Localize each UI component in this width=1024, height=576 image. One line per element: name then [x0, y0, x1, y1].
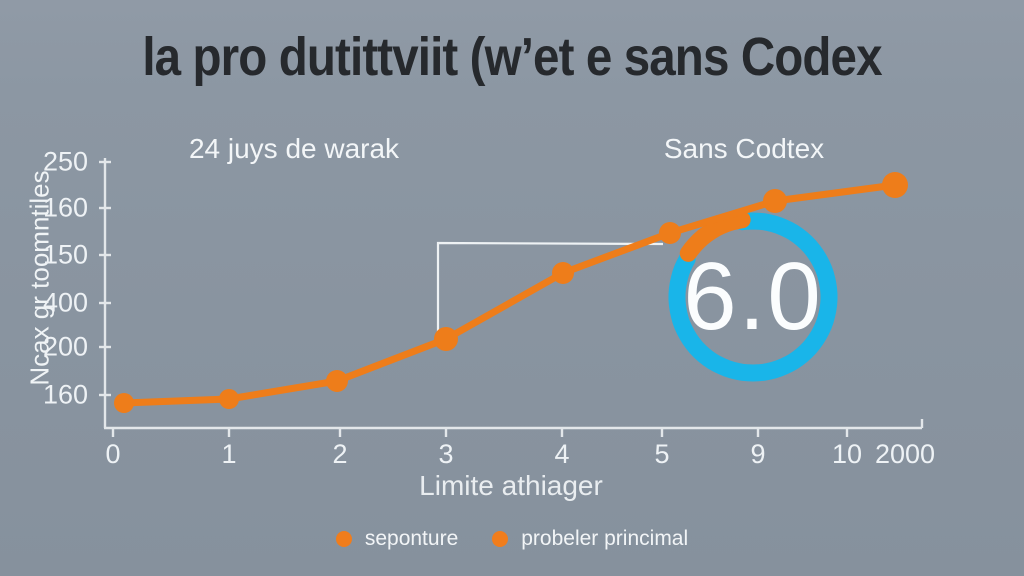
- x-tick-label: 2: [332, 439, 348, 469]
- x-tick-label: 0: [105, 439, 121, 469]
- data-point-marker: [434, 327, 458, 351]
- legend-marker-icon: [492, 531, 509, 547]
- y-tick-label: 150: [42, 239, 88, 270]
- data-point-marker: [219, 389, 239, 409]
- gauge-ring: [668, 212, 838, 382]
- legend-marker-icon: [335, 531, 352, 547]
- legend-label: seponture: [364, 527, 459, 550]
- y-tick-label: 160: [42, 379, 88, 410]
- gauge-value: 6.0: [683, 242, 823, 350]
- y-tick-label: 400: [42, 287, 88, 318]
- legend-label: probeler princimal: [521, 527, 689, 550]
- data-point-marker: [114, 393, 134, 413]
- y-tick-label: 200: [42, 331, 88, 362]
- legend-item: probeler princimal: [492, 527, 688, 551]
- x-tick-label: 10: [831, 439, 863, 469]
- data-line: [120, 181, 899, 407]
- x-tick-label: 1: [221, 439, 237, 469]
- x-tick-label: 9: [750, 439, 766, 469]
- y-tick-label: 250: [42, 146, 88, 177]
- data-point-marker: [882, 172, 908, 198]
- x-axis-title: Limite athiager: [419, 470, 603, 501]
- annotation-right: Sans Codtex: [663, 133, 825, 164]
- annotation-box: [436, 241, 664, 332]
- x-tick-label: 3: [438, 439, 454, 469]
- annotation-left: 24 juys de warak: [188, 133, 400, 164]
- x-tick-label: 2000: [874, 439, 936, 469]
- x-tick-label: 5: [654, 439, 670, 469]
- legend-item: seponture: [335, 527, 459, 551]
- chart-legend: seponture probeler princimal: [0, 527, 1024, 551]
- data-point-marker: [552, 262, 574, 284]
- y-tick-label: 160: [42, 192, 88, 223]
- data-point-marker: [326, 370, 348, 392]
- gauge-orange-segment: [679, 211, 751, 262]
- chart-title: la pro dutittviit (w’et e sans Codex: [142, 27, 882, 87]
- x-tick-label: 4: [554, 439, 570, 469]
- data-point-marker: [659, 222, 681, 244]
- data-point-marker: [763, 189, 787, 213]
